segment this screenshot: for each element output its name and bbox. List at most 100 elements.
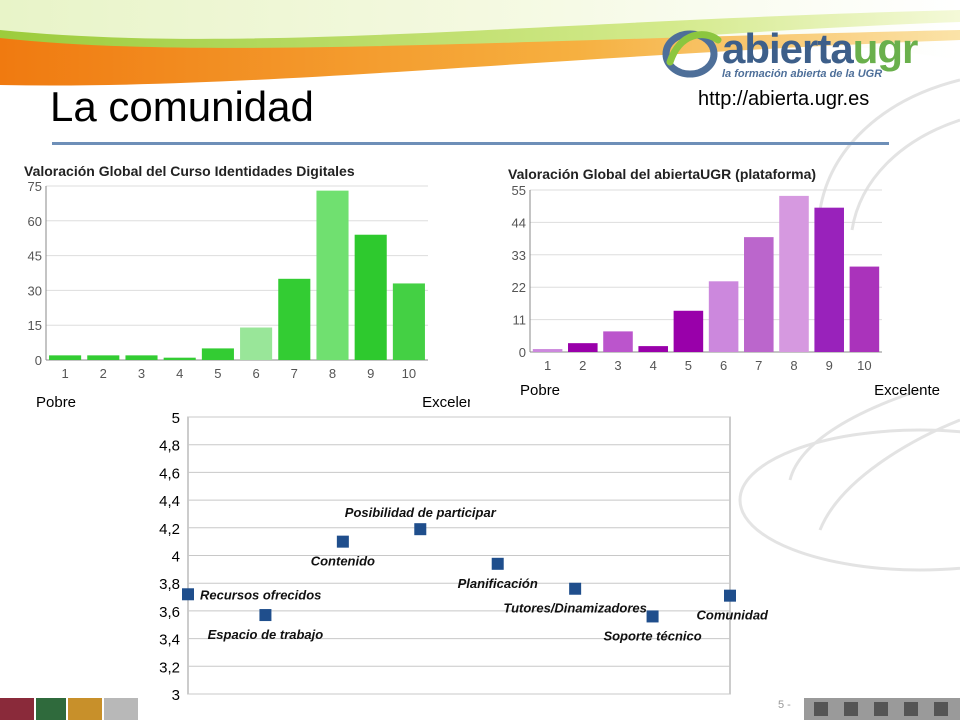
scatter-point-label: Posibilidad de participar bbox=[345, 505, 497, 520]
scatter-point bbox=[724, 589, 736, 602]
course-chart-ytick-label: 30 bbox=[28, 283, 42, 298]
scatter-ytick-label: 4,2 bbox=[159, 521, 180, 538]
scatter-ytick-label: 3,2 bbox=[159, 659, 180, 676]
platform-chart-xtick-label: 7 bbox=[755, 358, 762, 373]
course-rating-chart-svg: Valoración Global del Curso Identidades … bbox=[24, 163, 488, 411]
platform-chart-xtick-label: 6 bbox=[720, 358, 727, 373]
platform-chart-ytick-label: 44 bbox=[512, 215, 526, 230]
course-chart-bar bbox=[392, 283, 425, 360]
course-chart-bar bbox=[354, 234, 387, 360]
platform-chart-xtick-label: 2 bbox=[579, 358, 586, 373]
scatter-point-label: Recursos ofrecidos bbox=[200, 587, 321, 602]
footer-tiles-left bbox=[0, 698, 138, 720]
scatter-point bbox=[646, 610, 659, 623]
scatter-ytick-label: 3,8 bbox=[159, 576, 180, 593]
platform-chart-xtick-label: 1 bbox=[544, 358, 551, 373]
platform-rating-chart: Valoración Global del abiertaUGR (plataf… bbox=[504, 160, 954, 405]
platform-chart-bar bbox=[849, 266, 880, 352]
platform-chart-ytick-label: 11 bbox=[513, 313, 527, 328]
seal-watermark bbox=[738, 78, 960, 572]
course-chart-xtick-label: 4 bbox=[176, 366, 183, 381]
platform-chart-bar bbox=[779, 195, 809, 352]
title-underline bbox=[52, 142, 889, 145]
course-chart-ytick-label: 15 bbox=[28, 318, 42, 333]
course-chart-bar bbox=[240, 327, 273, 360]
course-chart-ytick-label: 75 bbox=[28, 179, 42, 194]
platform-chart-xtick-label: 4 bbox=[650, 358, 657, 373]
course-chart-xtick-label: 1 bbox=[61, 366, 68, 381]
course-chart-bar bbox=[316, 190, 349, 360]
scatter-point-label: Comunidad bbox=[697, 608, 770, 623]
course-chart-xtick-label: 7 bbox=[291, 366, 298, 381]
platform-chart-xtick-label: 10 bbox=[857, 358, 871, 373]
scatter-point bbox=[259, 609, 272, 622]
course-chart-xtick-label: 6 bbox=[252, 366, 259, 381]
platform-chart-ytick-label: 0 bbox=[519, 345, 526, 360]
scatter-point bbox=[414, 523, 427, 536]
platform-chart-high-label: Excelente bbox=[874, 382, 940, 399]
course-chart-title: Valoración Global del Curso Identidades … bbox=[24, 163, 355, 179]
course-chart-bar bbox=[125, 355, 158, 360]
community-scores-chart-svg: 3 3,2 3,4 3,6 3,8 4 4,2 4,4 4,6 4,8 5 Recursos ofre… bbox=[159, 410, 770, 704]
course-chart-xtick-label: 2 bbox=[100, 366, 107, 381]
footer-tiles-right bbox=[804, 698, 960, 720]
course-chart-xtick-label: 9 bbox=[367, 366, 374, 381]
course-chart-ytick-label: 60 bbox=[28, 214, 42, 229]
scatter-ytick-label: 4 bbox=[172, 549, 180, 566]
platform-rating-chart-svg: Valoración Global del abiertaUGR (plataf… bbox=[508, 166, 940, 399]
header-wave-decoration bbox=[0, 0, 960, 86]
platform-chart-bar bbox=[532, 349, 563, 352]
scatter-ytick-label: 5 bbox=[172, 410, 180, 427]
course-chart-bar bbox=[163, 357, 196, 360]
scatter-point bbox=[182, 588, 194, 601]
platform-chart-xtick-label: 3 bbox=[614, 358, 621, 373]
logo-word-ugr: ugr bbox=[852, 25, 919, 72]
platform-chart-bar bbox=[708, 281, 739, 352]
course-chart-xtick-label: 10 bbox=[402, 366, 416, 381]
platform-chart-bar bbox=[814, 207, 844, 352]
platform-chart-title: Valoración Global del abiertaUGR (plataf… bbox=[508, 166, 816, 182]
scatter-point-label: Planificación bbox=[458, 576, 538, 591]
scatter-point bbox=[569, 582, 582, 595]
site-url: http://abierta.ugr.es bbox=[698, 88, 870, 110]
scatter-point-label: Contenido bbox=[311, 554, 375, 569]
scatter-ytick-label: 4,8 bbox=[159, 438, 180, 455]
course-chart-bar bbox=[87, 355, 120, 360]
scatter-ytick-label: 3,4 bbox=[159, 632, 180, 649]
scatter-ytick-label: 4,6 bbox=[159, 465, 180, 482]
scatter-point-label: Soporte técnico bbox=[603, 628, 701, 643]
scatter-point bbox=[336, 535, 349, 548]
course-chart-ytick-label: 45 bbox=[28, 249, 42, 264]
platform-chart-ytick-label: 22 bbox=[512, 280, 526, 295]
abiertaugr-logo: abiertaugr la formación abierta de la UG… bbox=[660, 20, 940, 90]
platform-chart-low-label: Pobre bbox=[520, 382, 560, 399]
course-chart-bar bbox=[201, 348, 234, 360]
platform-chart-xtick-label: 8 bbox=[790, 358, 797, 373]
platform-chart-xtick-label: 5 bbox=[685, 358, 692, 373]
platform-chart-ytick-label: 55 bbox=[512, 183, 526, 198]
logo-swirl-icon bbox=[662, 30, 722, 78]
platform-chart-bar bbox=[568, 343, 598, 352]
course-chart-xtick-label: 3 bbox=[138, 366, 145, 381]
platform-chart-bar bbox=[744, 237, 774, 352]
logo-tagline: la formación abierta de la UGR bbox=[722, 68, 883, 80]
course-chart-ytick-label: 0 bbox=[35, 353, 42, 368]
logo-wordmark: abiertaugr bbox=[722, 25, 919, 72]
platform-chart-xtick-label: 9 bbox=[826, 358, 833, 373]
platform-chart-bar bbox=[638, 346, 668, 352]
platform-chart-bar bbox=[603, 331, 633, 352]
scatter-point-label: Tutores/Dinamizadores bbox=[503, 601, 647, 616]
course-chart-xtick-label: 5 bbox=[214, 366, 221, 381]
page-number: 5 - bbox=[778, 699, 791, 711]
platform-chart-ytick-label: 33 bbox=[512, 248, 526, 263]
platform-chart-bar bbox=[673, 310, 704, 352]
community-scores-chart: 3 3,2 3,4 3,6 3,8 4 4,2 4,4 4,6 4,8 5 Recursos ofre… bbox=[140, 400, 790, 710]
course-chart-bar bbox=[278, 278, 311, 360]
course-chart-low-label: Pobre bbox=[36, 394, 76, 408]
scatter-point-label: Espacio de trabajo bbox=[208, 627, 324, 642]
scatter-ytick-label: 3,6 bbox=[159, 604, 180, 621]
page-title: La comunidad bbox=[50, 83, 314, 130]
scatter-point bbox=[491, 557, 504, 570]
scatter-ytick-label: 4,4 bbox=[159, 493, 180, 510]
course-chart-bar bbox=[49, 355, 82, 360]
